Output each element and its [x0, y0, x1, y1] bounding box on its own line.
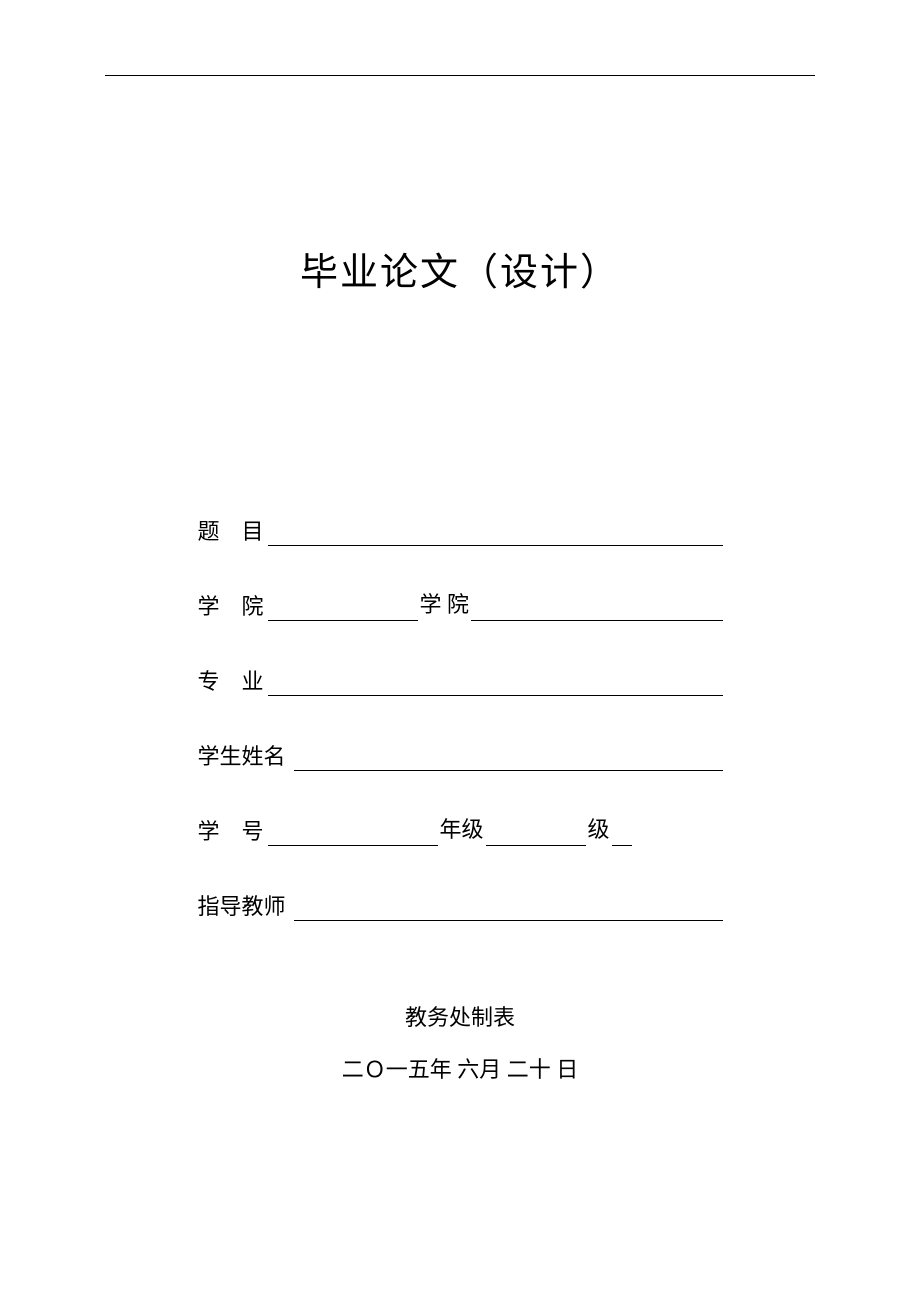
major-label: 专 业 [198, 664, 268, 696]
college-field1 [268, 595, 418, 621]
name-label: 学生姓名 [198, 739, 290, 771]
id-char1: 学 [198, 819, 220, 844]
college-row: 学 院 学 院 [198, 591, 723, 621]
college-mid-text: 学 院 [418, 587, 472, 621]
major-field [268, 670, 723, 696]
advisor-row: 指导教师 [198, 891, 723, 921]
page-container: 毕业论文（设计） 题 目 学 院 学 院 专 业 [0, 0, 920, 1302]
form-section: 题 目 学 院 学 院 专 业 学生姓名 [198, 516, 723, 921]
name-field [294, 745, 723, 771]
grade-suffix: 级 [586, 812, 612, 846]
footer-section: 教务处制表 二Ｏ一五年 六月 二十 日 [105, 996, 815, 1092]
major-row: 专 业 [198, 666, 723, 696]
advisor-field [294, 895, 723, 921]
id-label: 学 号 [198, 814, 268, 846]
grade-field-tail [612, 820, 632, 846]
college-char2: 院 [242, 594, 264, 619]
footer-office: 教务处制表 [105, 996, 815, 1040]
topic-label: 题 目 [198, 514, 268, 546]
topic-field [268, 520, 723, 546]
college-label: 学 院 [198, 589, 268, 621]
id-row: 学 号 年级 级 [198, 816, 723, 846]
grade-label: 年级 [438, 812, 486, 846]
topic-row: 题 目 [198, 516, 723, 546]
header-divider [105, 75, 815, 76]
college-field2 [471, 595, 722, 621]
footer-date: 二Ｏ一五年 六月 二十 日 [105, 1048, 815, 1092]
major-char2: 业 [242, 669, 264, 694]
topic-char1: 题 [198, 519, 220, 544]
page-title: 毕业论文（设计） [105, 241, 815, 296]
college-char1: 学 [198, 594, 220, 619]
name-row: 学生姓名 [198, 741, 723, 771]
grade-field [486, 820, 586, 846]
major-char1: 专 [198, 669, 220, 694]
id-char2: 号 [242, 819, 264, 844]
id-field [268, 820, 438, 846]
advisor-label: 指导教师 [198, 889, 290, 921]
topic-char2: 目 [242, 519, 264, 544]
